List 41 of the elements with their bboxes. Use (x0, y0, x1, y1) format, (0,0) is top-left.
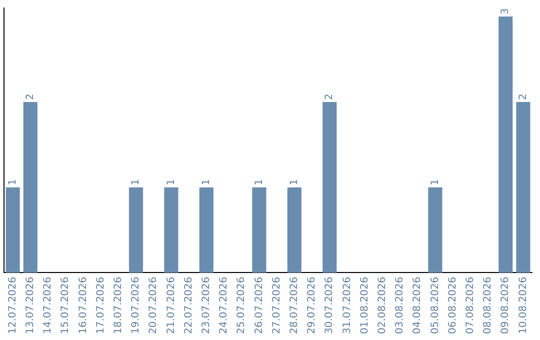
x-tick-label: 19.07.2026 (130, 276, 142, 334)
x-tick-label: 27.07.2026 (271, 276, 282, 334)
x-tick-label: 08.08.2026 (482, 276, 494, 334)
x-tick-label: 06.08.2026 (447, 276, 458, 334)
x-tick-label: 22.07.2026 (183, 276, 194, 334)
x-tick-label: 21.07.2026 (166, 276, 177, 334)
x-tick-label: 28.07.2026 (288, 276, 300, 334)
x-tick-label: 09.08.2026 (500, 276, 512, 334)
data-label: 1 (430, 178, 441, 186)
x-tick-label: 23.07.2026 (200, 276, 212, 334)
x-tick-label: 15.07.2026 (60, 276, 72, 334)
data-label: 2 (24, 94, 36, 100)
data-label: 1 (130, 178, 142, 186)
x-tick-label: 18.07.2026 (112, 276, 124, 334)
x-tick-label: 01.08.2026 (359, 276, 370, 334)
x-tick-label: 13.07.2026 (24, 276, 36, 334)
x-tick-label: 14.07.2026 (42, 276, 54, 334)
data-label: 2 (518, 94, 529, 100)
x-tick-label: 24.07.2026 (218, 276, 230, 334)
data-label: 1 (166, 178, 177, 186)
x-tick-label: 29.07.2026 (306, 276, 318, 334)
x-tick-label: 07.08.2026 (464, 276, 476, 334)
data-label: 3 (500, 8, 512, 15)
x-tick-label: 05.08.2026 (430, 276, 441, 334)
data-label: 2 (324, 94, 336, 100)
data-label: 1 (254, 178, 265, 186)
x-tick-label: 20.07.2026 (148, 276, 160, 334)
x-tick-label: 03.08.2026 (394, 276, 406, 334)
x-tick-label: 17.07.2026 (95, 276, 106, 334)
x-tick-label: 10.08.2026 (518, 276, 529, 334)
x-tick-label: 26.07.2026 (254, 276, 265, 334)
x-tick-label: 25.07.2026 (236, 276, 248, 334)
x-tick-label: 31.07.2026 (342, 276, 353, 334)
data-label: 1 (200, 178, 212, 186)
x-tick-label: 12.07.2026 (7, 276, 18, 334)
x-tick-label: 30.07.2026 (324, 276, 336, 334)
data-label: 1 (288, 178, 300, 186)
x-tick-label: 02.08.2026 (376, 276, 388, 334)
x-tick-label: 16.07.2026 (78, 276, 89, 334)
data-label: 1 (7, 178, 18, 186)
x-tick-label: 04.08.2026 (412, 276, 424, 334)
